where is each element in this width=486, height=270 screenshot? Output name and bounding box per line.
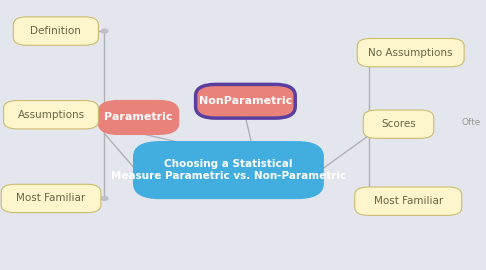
FancyBboxPatch shape [363,110,434,138]
Text: Scores: Scores [381,119,416,129]
Circle shape [366,199,373,203]
Text: Assumptions: Assumptions [17,110,85,120]
Text: Choosing a Statistical
Measure Parametric vs. Non-Parametric: Choosing a Statistical Measure Parametri… [111,159,346,181]
Circle shape [101,113,108,117]
Text: No Assumptions: No Assumptions [368,48,453,58]
FancyBboxPatch shape [1,184,101,213]
FancyBboxPatch shape [195,84,295,118]
Text: Parametric: Parametric [104,112,173,123]
FancyBboxPatch shape [357,39,464,67]
FancyBboxPatch shape [14,17,98,45]
Circle shape [101,197,108,200]
Text: Definition: Definition [31,26,81,36]
FancyBboxPatch shape [355,187,462,215]
Circle shape [366,51,373,55]
Text: NonParametric: NonParametric [199,96,292,106]
FancyBboxPatch shape [3,101,98,129]
Text: Ofte: Ofte [462,118,481,127]
FancyBboxPatch shape [134,142,323,198]
FancyBboxPatch shape [98,101,178,134]
Text: Most Familiar: Most Familiar [374,196,443,206]
Circle shape [366,122,373,126]
Circle shape [101,29,108,33]
Text: Most Familiar: Most Familiar [17,193,86,204]
